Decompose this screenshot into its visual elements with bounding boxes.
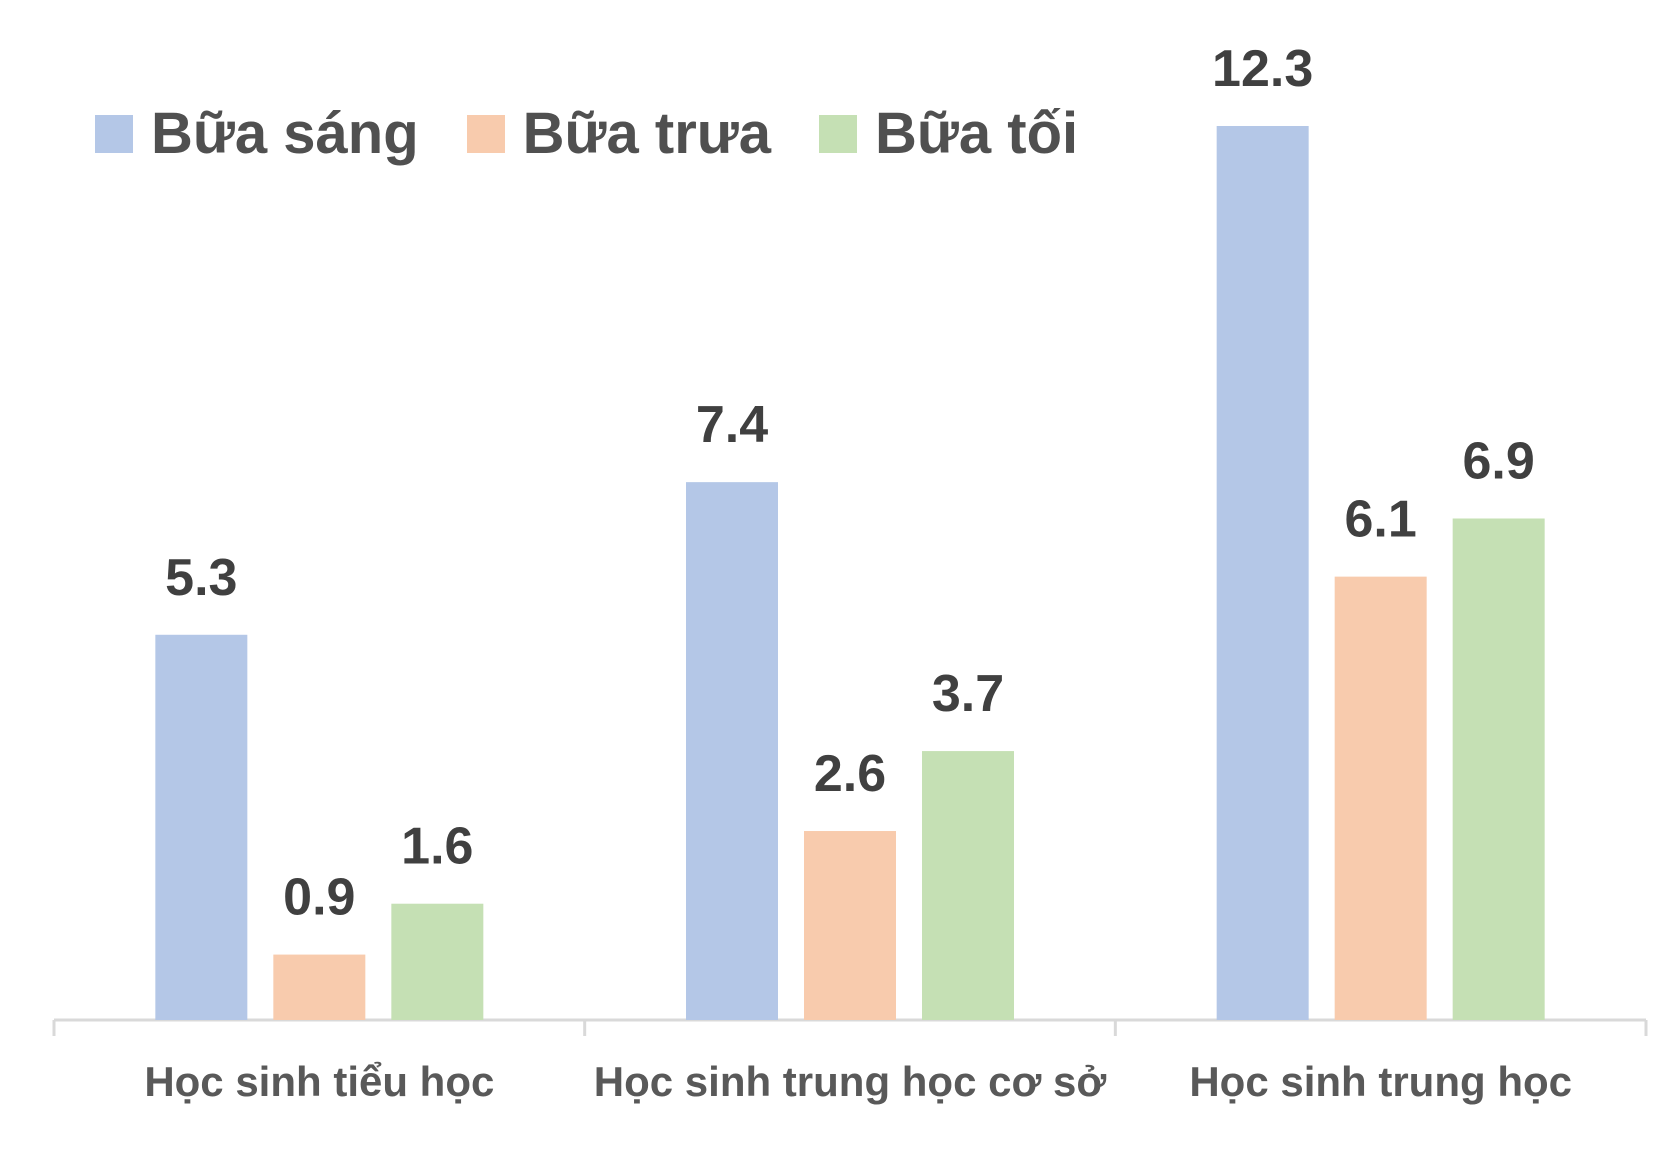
data-label: 12.3 (1212, 40, 1313, 98)
bar (391, 903, 484, 1020)
x-tick-label: Học sinh tiểu học (144, 1058, 494, 1105)
bar (1452, 518, 1545, 1020)
bar (155, 634, 248, 1020)
data-label: 6.9 (1463, 432, 1535, 490)
bar (804, 831, 896, 1020)
data-label: 6.1 (1345, 491, 1417, 549)
x-tick-label: Học sinh trung học (1189, 1058, 1572, 1105)
legend: Bữa sáng Bữa trưa Bữa tối (95, 100, 1126, 167)
legend-label-breakfast: Bữa sáng (151, 101, 419, 166)
bar (686, 482, 778, 1020)
bar (1334, 576, 1427, 1020)
legend-swatch-lunch (466, 114, 505, 153)
legend-swatch-dinner (819, 114, 858, 153)
data-label: 3.7 (932, 665, 1004, 723)
legend-item-lunch: Bữa trưa (466, 100, 772, 167)
bar (1216, 126, 1309, 1020)
legend-item-breakfast: Bữa sáng (95, 100, 419, 167)
legend-label-lunch: Bữa trưa (522, 101, 772, 166)
bar (922, 751, 1014, 1020)
data-label: 2.6 (814, 745, 886, 803)
data-label: 0.9 (283, 869, 355, 927)
data-label: 5.3 (165, 549, 237, 607)
data-label: 7.4 (696, 396, 768, 454)
data-label: 1.6 (401, 818, 473, 876)
legend-label-dinner: Bữa tối (875, 101, 1079, 166)
legend-item-dinner: Bữa tối (819, 100, 1078, 167)
legend-swatch-breakfast (95, 114, 133, 153)
bar (273, 954, 366, 1020)
x-tick-label: Học sinh trung học cơ sở (594, 1058, 1107, 1105)
